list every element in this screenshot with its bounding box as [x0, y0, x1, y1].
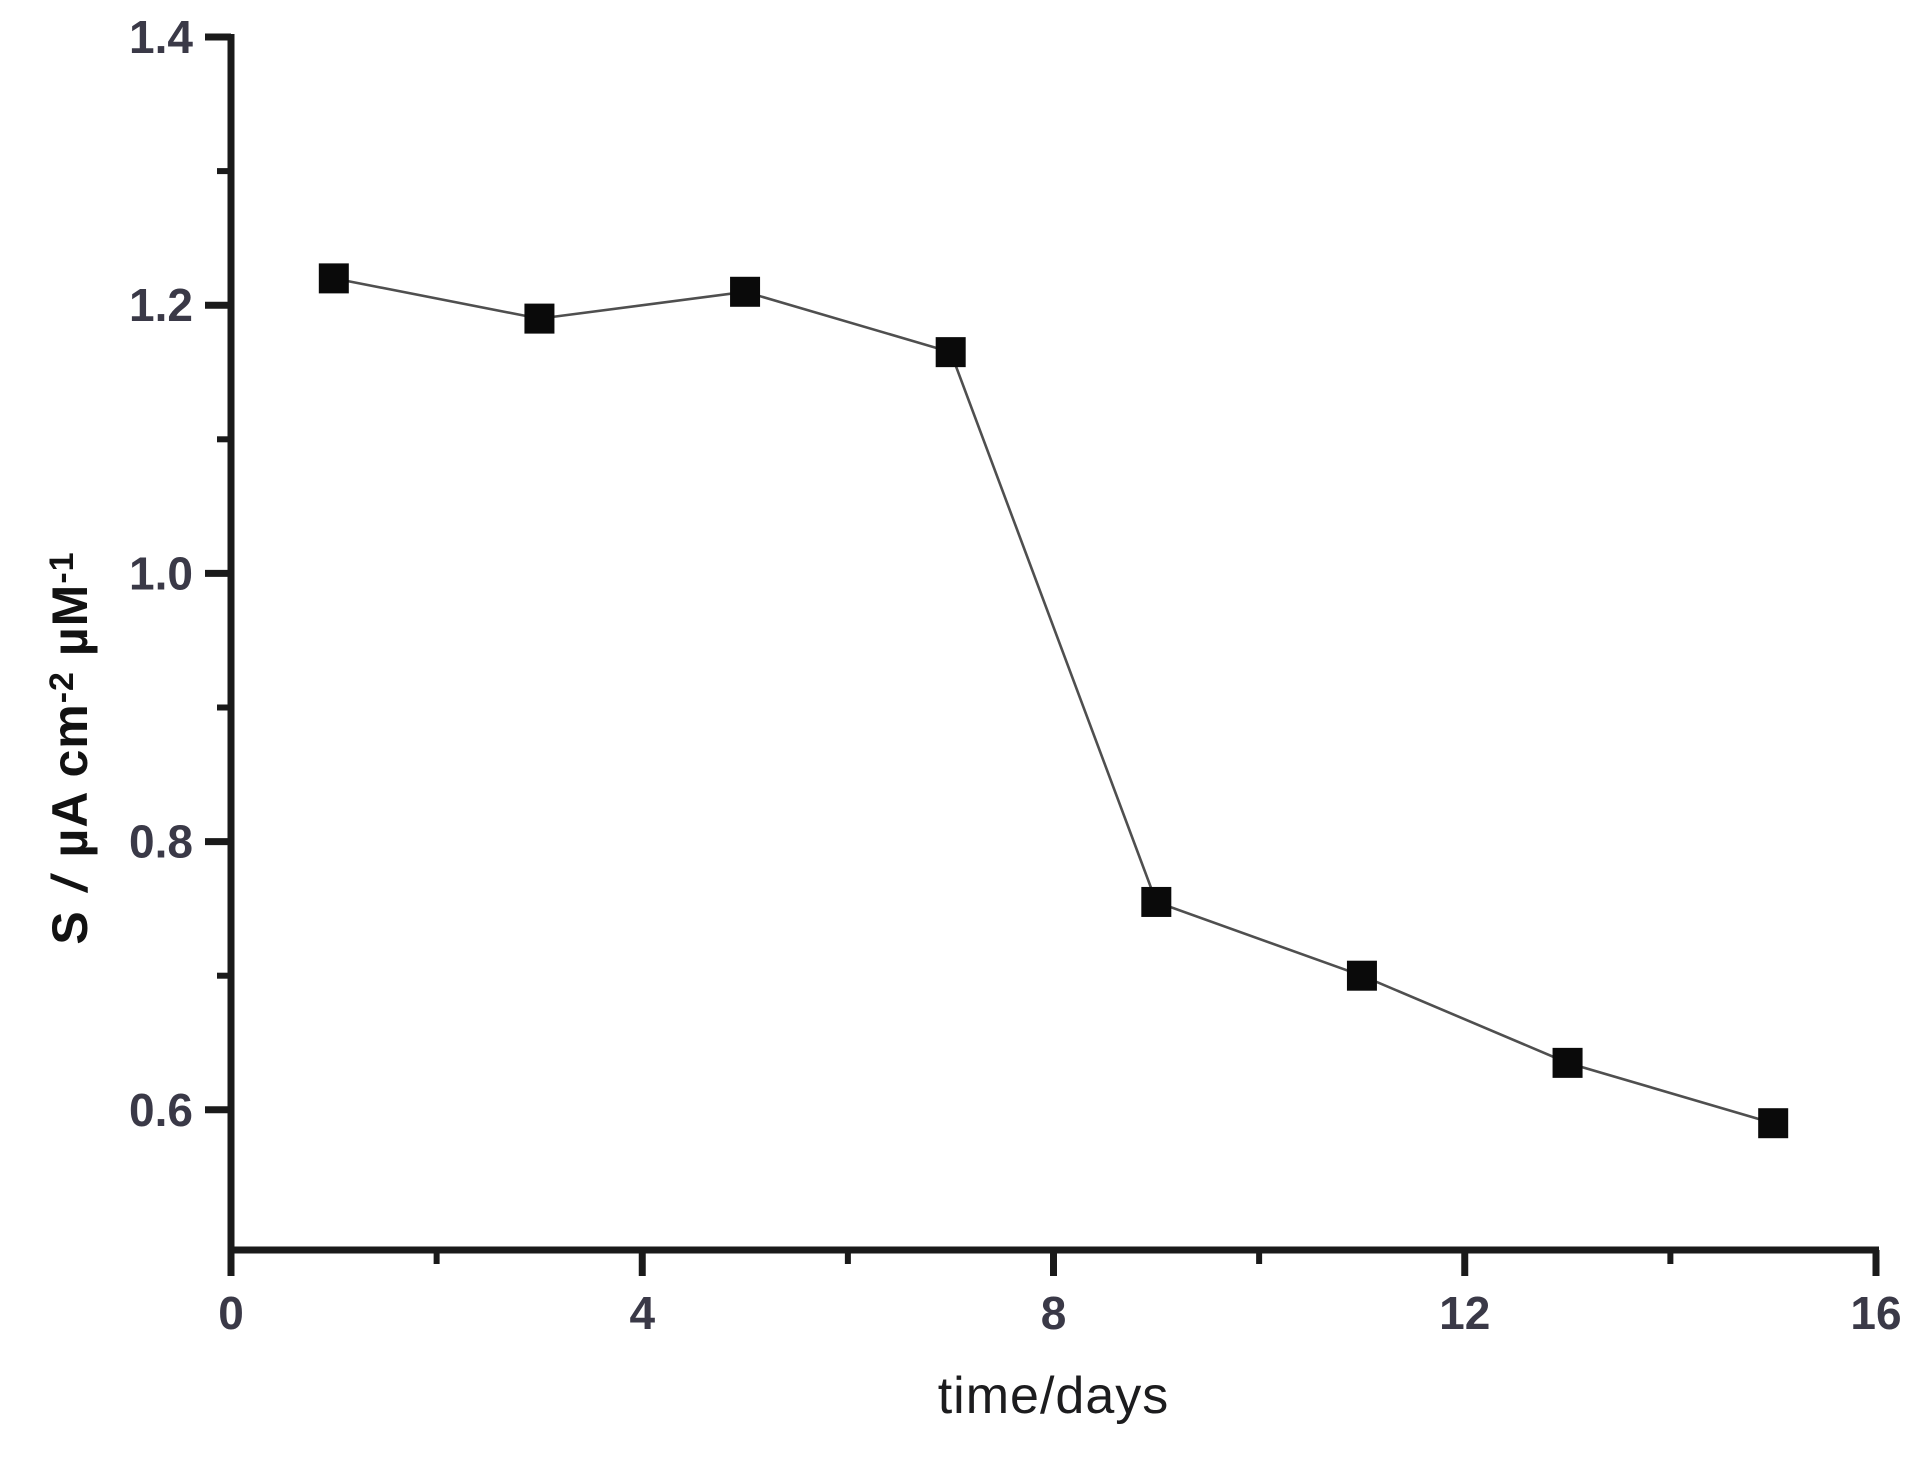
y-tick-label: 0.8	[129, 816, 193, 868]
y-tick-label: 0.6	[129, 1084, 193, 1136]
y-tick-label: 1.4	[129, 11, 193, 63]
x-tick-label: 12	[1439, 1287, 1490, 1339]
data-point-marker	[524, 303, 555, 334]
y-axis-title-symbol: S	[42, 910, 98, 945]
y-tick-label: 1.0	[129, 547, 193, 599]
y-axis-title-sup2: -1	[43, 551, 81, 584]
x-tick-label: 4	[629, 1287, 655, 1339]
y-axis-title-unit1: µA cm	[42, 703, 98, 858]
x-tick-label: 0	[218, 1287, 244, 1339]
data-point-marker	[1346, 960, 1377, 991]
x-tick-label: 16	[1850, 1287, 1901, 1339]
data-series-line	[333, 277, 1774, 1125]
x-tick-label: 8	[1041, 1287, 1067, 1339]
y-axis-title: S / µA cm-2 µM-1	[41, 551, 99, 944]
y-axis-title-slash: /	[42, 876, 98, 892]
y-axis-title-sup1: -2	[43, 671, 81, 704]
x-axis-title: time/days	[937, 1367, 1170, 1425]
data-point-marker	[935, 337, 966, 368]
y-tick-label: 1.2	[129, 279, 193, 331]
data-point-marker	[1552, 1047, 1583, 1078]
data-point-marker	[730, 276, 761, 307]
data-point-marker	[1141, 886, 1172, 917]
data-point-marker	[1758, 1108, 1789, 1139]
y-axis-title-unit2: µM	[42, 583, 98, 657]
data-point-marker	[318, 263, 349, 294]
